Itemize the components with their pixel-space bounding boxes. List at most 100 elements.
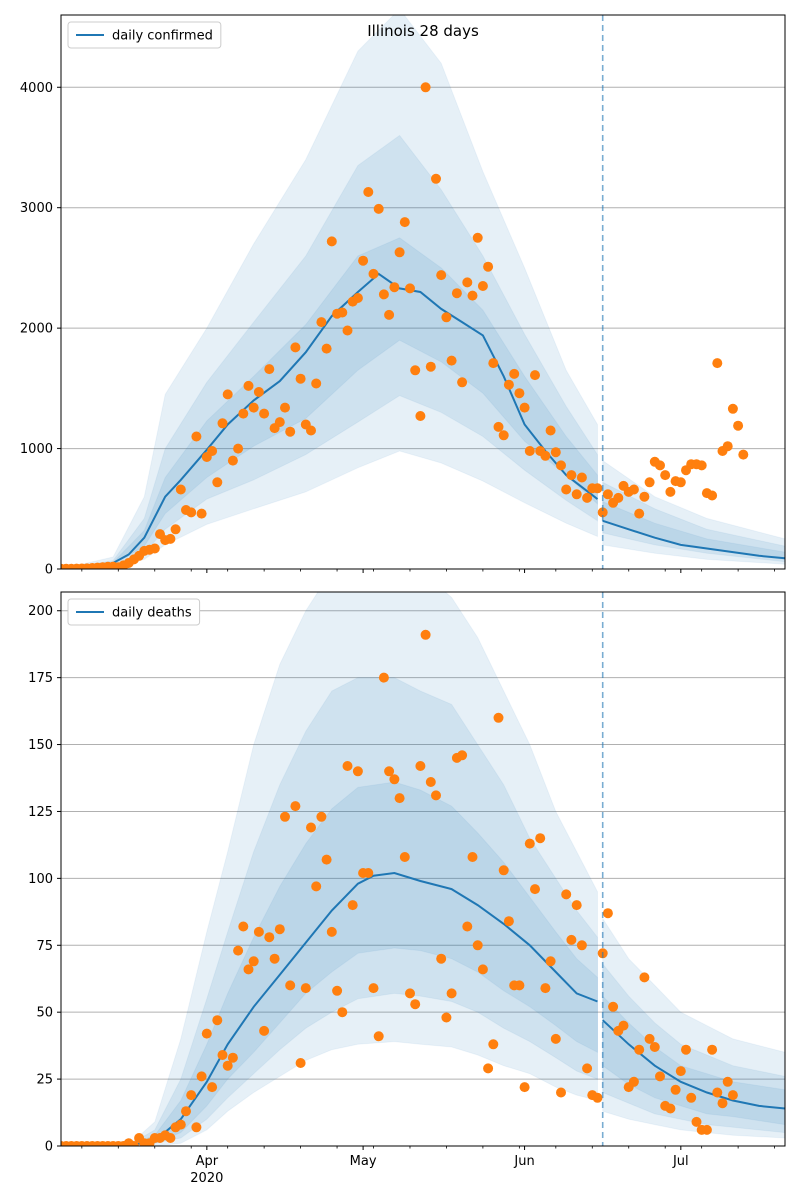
deaths-observed-point bbox=[498, 865, 509, 876]
deaths-observed-point bbox=[389, 774, 400, 785]
confirmed-observed-point bbox=[420, 82, 431, 93]
deaths-observed-point bbox=[545, 956, 556, 967]
confirmed-y-tick-label: 3000 bbox=[20, 201, 53, 216]
deaths-observed-point bbox=[634, 1044, 645, 1055]
confirmed-observed-point bbox=[639, 491, 650, 502]
confirmed-observed-point bbox=[738, 449, 749, 460]
deaths-gridlines bbox=[61, 610, 785, 1147]
deaths-observed-point bbox=[306, 822, 316, 833]
confirmed-observed-point bbox=[582, 492, 593, 503]
confirmed-observed-point bbox=[337, 307, 348, 318]
confirmed-observed-point bbox=[446, 355, 457, 366]
deaths-y-tick-label: 125 bbox=[28, 805, 53, 820]
deaths-y-tick-label: 200 bbox=[28, 604, 53, 619]
deaths-y-tick-label: 0 bbox=[45, 1140, 53, 1155]
confirmed-observed-point bbox=[259, 408, 270, 419]
confirmed-observed-point bbox=[462, 277, 473, 288]
deaths-observed-point bbox=[681, 1044, 691, 1055]
deaths-axes-frame bbox=[60, 591, 786, 1147]
deaths-observed-point bbox=[582, 1063, 593, 1074]
confirmed-observed-point bbox=[274, 417, 285, 428]
deaths-observed-point bbox=[425, 777, 436, 787]
deaths-observed-point bbox=[201, 1028, 212, 1039]
deaths-observed-point bbox=[243, 964, 254, 975]
confirmed-panel: 0 1000 2000 3000 4000 daily confirmed Illino… bbox=[20, 14, 786, 578]
confirmed-observed-point bbox=[394, 247, 405, 258]
deaths-observed-point bbox=[712, 1087, 723, 1098]
confirmed-observed-point bbox=[217, 418, 228, 429]
deaths-observed-point bbox=[503, 916, 514, 927]
confirmed-observed-point bbox=[207, 446, 218, 456]
deaths-observed-point bbox=[165, 1133, 176, 1143]
deaths-observed-point bbox=[457, 750, 468, 761]
deaths-observed-point bbox=[186, 1090, 197, 1101]
deaths-y-tick-label: 25 bbox=[36, 1073, 53, 1088]
deaths-observed-point bbox=[535, 833, 546, 844]
deaths-observed-point bbox=[556, 1087, 566, 1098]
deaths-observed-point bbox=[399, 852, 410, 862]
x-tick-label: Jul bbox=[672, 1154, 689, 1169]
confirmed-observed-point bbox=[571, 489, 582, 500]
deaths-observed-point bbox=[285, 980, 296, 991]
deaths-observed-point bbox=[181, 1106, 191, 1117]
deaths-observed-point bbox=[321, 854, 332, 865]
confirmed-observed-point bbox=[483, 261, 494, 272]
confirmed-observed-point bbox=[384, 309, 395, 320]
confirmed-observed-point bbox=[175, 484, 186, 495]
deaths-observed-point bbox=[483, 1063, 494, 1074]
confirmed-observed-point bbox=[238, 408, 249, 419]
confirmed-observed-point bbox=[514, 388, 525, 399]
deaths-observed-point bbox=[128, 1141, 139, 1146]
deaths-observed-point bbox=[524, 838, 535, 849]
deaths-uncertainty-bands bbox=[61, 592, 785, 1146]
deaths-observed-point bbox=[644, 1033, 655, 1044]
deaths-observed-point bbox=[431, 790, 441, 801]
confirmed-observed-point bbox=[191, 431, 202, 442]
deaths-observed-point bbox=[441, 1012, 452, 1023]
confirmed-observed-point bbox=[545, 425, 556, 436]
deaths-observed-point bbox=[550, 1033, 561, 1044]
confirmed-y-tick-label: 4000 bbox=[20, 81, 53, 96]
deaths-observed-point bbox=[514, 980, 525, 991]
confirmed-observed-point bbox=[597, 507, 608, 518]
deaths-observed-point bbox=[686, 1092, 697, 1103]
x-tick-label: Apr bbox=[196, 1154, 219, 1169]
confirmed-observed-point bbox=[248, 402, 259, 413]
deaths-y-tick-label: 100 bbox=[28, 872, 53, 887]
confirmed-legend-label: daily confirmed bbox=[112, 29, 213, 44]
deaths-observed-point bbox=[691, 1116, 702, 1127]
x-axis-year-label: 2020 bbox=[190, 1171, 223, 1186]
confirmed-observed-point bbox=[290, 342, 301, 353]
confirmed-observed-point bbox=[660, 470, 671, 481]
confirmed-observed-point bbox=[363, 187, 374, 197]
deaths-observed-point bbox=[222, 1060, 233, 1071]
confirmed-observed-point bbox=[634, 508, 645, 519]
deaths-observed-point bbox=[420, 629, 431, 640]
confirmed-observed-point bbox=[326, 236, 337, 247]
deaths-observed-point bbox=[602, 908, 613, 919]
confirmed-fit-line bbox=[61, 272, 785, 569]
confirmed-observed-point bbox=[675, 477, 686, 488]
confirmed-observed-point bbox=[264, 364, 275, 375]
deaths-observed-point bbox=[233, 945, 244, 956]
confirmed-observed-point bbox=[530, 370, 540, 381]
deaths-observed-point bbox=[576, 940, 587, 951]
confirmed-observed-point bbox=[613, 492, 624, 503]
confirmed-observed-point bbox=[405, 283, 415, 294]
confirmed-observed-point bbox=[472, 232, 483, 243]
confirmed-observed-point bbox=[457, 377, 468, 388]
confirmed-observed-point bbox=[285, 426, 296, 437]
confirmed-observed-point bbox=[321, 343, 332, 354]
confirmed-observed-point bbox=[316, 317, 327, 328]
deaths-observed-point bbox=[295, 1058, 306, 1068]
deaths-y-tick-label: 175 bbox=[28, 671, 53, 686]
deaths-observed-point bbox=[378, 672, 389, 683]
deaths-observed-point bbox=[488, 1039, 499, 1050]
deaths-observed-point bbox=[212, 1015, 223, 1026]
confirmed-band-outer bbox=[61, 15, 598, 569]
deaths-observed-point bbox=[253, 926, 264, 937]
confirmed-y-tick-label: 1000 bbox=[20, 442, 53, 457]
deaths-observed-point bbox=[639, 972, 650, 983]
deaths-observed-point bbox=[311, 881, 322, 892]
deaths-observed-point bbox=[326, 926, 337, 937]
